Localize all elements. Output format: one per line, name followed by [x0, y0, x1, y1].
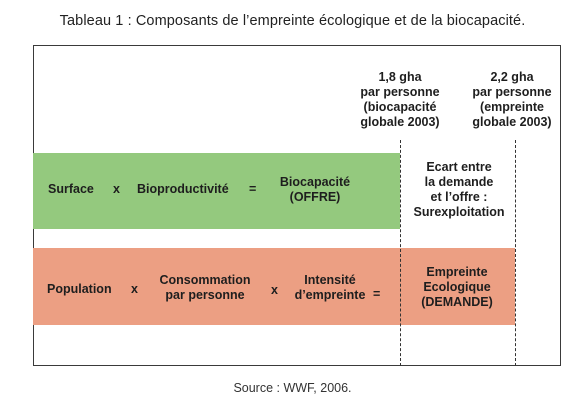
result-line: (OFFRE) — [289, 190, 341, 204]
header-line: par personne — [360, 85, 440, 99]
header-line: 1,8 gha — [378, 70, 422, 84]
term-line: Consommation — [159, 273, 251, 287]
multiply-operator: x — [271, 283, 278, 297]
footprint-header: 2,2 gha par personne (empreinte globale … — [452, 70, 572, 130]
population-term: Population — [47, 282, 112, 296]
supply-band — [33, 153, 400, 229]
source-caption: Source : WWF, 2006. — [233, 381, 352, 395]
header-line: globale 2003) — [472, 115, 552, 129]
gap-line: la demande — [424, 175, 494, 189]
equals-operator: = — [249, 182, 257, 196]
equals-operator: = — [373, 287, 381, 301]
gap-line: Surexploitation — [413, 205, 505, 219]
table-title: Tableau 1 : Composants de l’empreinte éc… — [59, 13, 526, 29]
intensity-term: Intensité d’empreinte — [285, 273, 375, 303]
biocapacity-dashed-line — [400, 140, 401, 366]
gap-label: Ecart entre la demande et l’offre : Sure… — [404, 160, 514, 220]
header-line: (empreinte — [480, 100, 544, 114]
gap-line: et l’offre : — [430, 190, 488, 204]
term-line: par personne — [165, 288, 245, 302]
biocapacity-header: 1,8 gha par personne (biocapacité global… — [340, 70, 460, 130]
result-line: Biocapacité — [279, 175, 351, 189]
consumption-term: Consommation par personne — [150, 273, 260, 303]
gap-line: Ecart entre — [426, 160, 492, 174]
footprint-dashed-line — [515, 140, 516, 366]
term-line: Intensité — [304, 273, 356, 287]
multiply-operator: x — [131, 282, 138, 296]
demand-band — [33, 248, 515, 325]
header-line: par personne — [472, 85, 552, 99]
header-line: 2,2 gha — [490, 70, 534, 84]
header-line: (biocapacité — [363, 100, 437, 114]
footprint-result: Empreinte Ecologique (DEMANDE) — [407, 265, 507, 310]
biocapacity-result: Biocapacité (OFFRE) — [265, 175, 365, 205]
header-line: globale 2003) — [360, 115, 440, 129]
surface-term: Surface — [48, 182, 94, 196]
term-line: d’empreinte — [294, 288, 366, 302]
result-line: Empreinte — [426, 265, 488, 279]
bioproductivity-term: Bioproductivité — [137, 182, 229, 196]
result-line: Ecologique — [423, 280, 491, 294]
result-line: (DEMANDE) — [421, 295, 493, 309]
multiply-operator: x — [113, 182, 120, 196]
